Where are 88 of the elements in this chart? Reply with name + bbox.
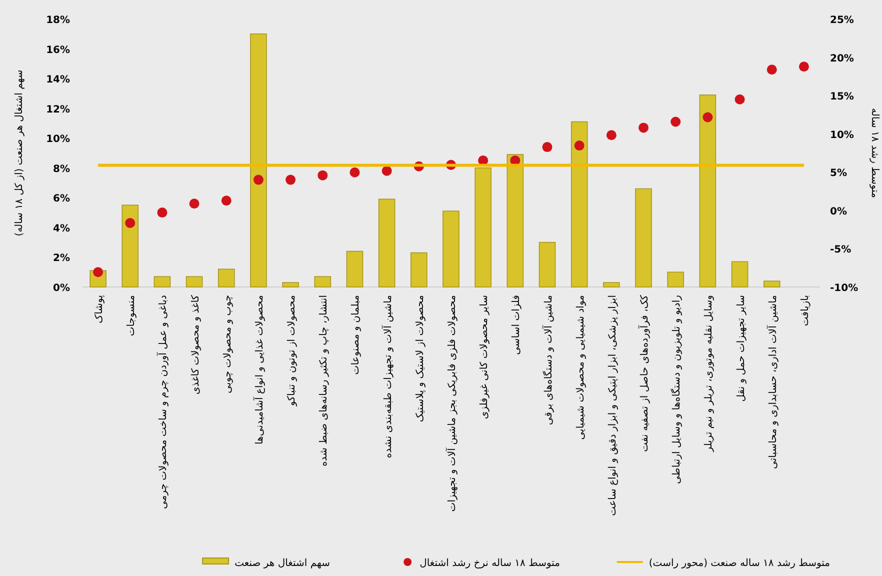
bar — [731, 261, 748, 288]
bar — [314, 276, 332, 288]
legend-label: متوسط ۱۸ ساله نرخ رشد اشتغال — [420, 558, 560, 569]
y-tick-label: 6% — [53, 194, 70, 205]
x-tick-label: مواد شیمیایی و محصولات شیمیایی — [575, 295, 586, 440]
point — [253, 174, 264, 185]
point — [382, 166, 392, 176]
y-tick-label: 16% — [46, 44, 70, 56]
bar — [282, 282, 299, 288]
point — [574, 140, 584, 151]
y-tick-label: 8% — [53, 164, 70, 175]
point — [221, 196, 232, 206]
y2-tick-label: 5% — [830, 168, 847, 180]
y-tick-label: 0% — [53, 283, 70, 294]
y2-tick-label: -5% — [830, 244, 852, 256]
x-tick-label: محصولات فلزی فابریکی بجز ماشین آلات و تجهیزات — [445, 295, 458, 512]
x-tick-label: وسایل نقلیه موتوری، تریلر و نیم تریلر — [704, 294, 715, 453]
bar — [186, 276, 203, 288]
bar — [603, 282, 620, 288]
bar — [250, 33, 267, 288]
bar — [699, 94, 716, 288]
x-tick-label: منسوجات — [126, 295, 138, 336]
point — [638, 122, 649, 133]
x-tick-label: کاغذ و محصولات کاغذی — [190, 294, 202, 395]
x-tick-label: ماشین آلات اداری، حسابداری و محاسباتی — [766, 295, 779, 469]
bar — [122, 204, 139, 288]
x-tick-label: ماشین آلات و تجهیزات طبقه‌بندی نشده — [380, 295, 394, 458]
point — [702, 112, 713, 122]
y-tick-label: 14% — [46, 74, 70, 86]
x-tick-label: چوب و محصولات چوبی — [222, 295, 234, 394]
bar — [346, 250, 364, 288]
point — [350, 167, 360, 178]
bar — [506, 154, 524, 288]
y2-tick-label: 20% — [830, 53, 854, 64]
y2-tick-label: 15% — [830, 92, 854, 103]
x-tick-label: دباغی و عمل آوردن چرم و ساخت محصولات چرمی — [156, 295, 170, 509]
y-axis-title: سهم اشتغال هر صنعت (از کل ۱۸ ساله) — [14, 70, 25, 236]
y-tick-label: 12% — [46, 104, 70, 116]
x-tick-label: کک، فرآورده‌های حاصل از تصفیه نفت — [638, 294, 651, 452]
bar — [763, 280, 780, 288]
x-tick-label: رادیو و تلویزیون و دستگاه‌ها و وسایل ارتباطی — [670, 294, 683, 484]
x-tick-label: محصولات غذایی و انواع آشامیدنی‌ها — [252, 295, 266, 444]
point — [766, 64, 777, 75]
x-tick-label: مبلمان و مصنوعات — [350, 295, 362, 375]
point — [318, 170, 328, 180]
y-tick-label: 10% — [46, 134, 70, 146]
bar — [410, 252, 428, 288]
point — [93, 267, 104, 278]
y-tick-label: 4% — [53, 223, 70, 234]
point — [189, 198, 200, 209]
y-tick-label: 18% — [46, 15, 70, 26]
point — [286, 174, 296, 185]
point — [510, 155, 520, 166]
bar — [538, 242, 556, 288]
point — [606, 130, 616, 140]
y-tick-label: 2% — [53, 253, 70, 264]
bar — [442, 210, 460, 288]
bar — [474, 167, 492, 288]
y2-tick-label: 0% — [830, 206, 847, 218]
x-tick-label: ابزار پزشکی، ابزار اپتیکی و ابزار دقیق و انواع ساعت — [607, 295, 618, 516]
x-tick-label: انتشار، چاپ و تکثیر رسانه‌های ضبط شده — [318, 295, 330, 466]
bar — [218, 268, 235, 288]
bar — [570, 121, 588, 288]
legend-label: سهم اشتغال هر صنعت — [234, 558, 330, 569]
y2-tick-label: 25% — [830, 15, 854, 26]
point — [478, 155, 488, 166]
y2-tick-label: -10% — [830, 283, 858, 294]
bar — [635, 188, 652, 288]
y2-axis-title: متوسط رشد ۱۸ ساله — [869, 108, 880, 198]
x-tick-label: بازیافت — [800, 295, 811, 326]
x-tick-label: سایر تجهیزات حمل و نقل — [736, 295, 747, 402]
x-tick-label: پوشاک — [94, 294, 106, 324]
bar — [667, 272, 684, 288]
bar — [378, 198, 396, 288]
y2-tick-label: 10% — [830, 130, 854, 141]
point — [734, 94, 745, 104]
bar — [154, 276, 171, 288]
x-tick-label: فلزات اساسی — [511, 294, 522, 355]
legend-label: متوسط رشد ۱۸ ساله صنعت (محور راست) — [648, 558, 830, 569]
x-tick-label: محصولات از لاستیک و پلاستیک — [414, 295, 426, 422]
point — [125, 218, 136, 228]
x-tick-label: محصولات از توتون و تنباکو — [286, 295, 298, 407]
point — [157, 208, 168, 218]
x-tick-label: ماشین آلات و دستگاه‌های برقی — [541, 295, 554, 426]
point — [798, 62, 809, 72]
x-tick-label: سایر محصولات کانی غیرفلزی — [479, 295, 490, 420]
point — [670, 116, 681, 127]
point — [542, 142, 552, 152]
